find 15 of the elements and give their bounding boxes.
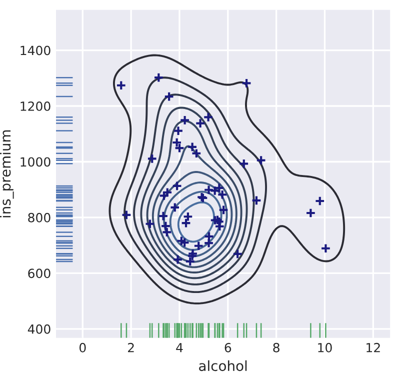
x-axis-title: alcohol xyxy=(199,360,247,372)
y-tick-label: 1200 xyxy=(20,101,50,111)
x-tick-label: 10 xyxy=(318,342,332,352)
x-tick-label: 0 xyxy=(79,342,86,352)
x-tick-label: 12 xyxy=(366,342,380,352)
y-tick-label: 800 xyxy=(28,212,50,222)
y-tick-label: 600 xyxy=(28,268,50,278)
y-axis-title: ins_premium xyxy=(0,130,14,218)
x-tick-label: 2 xyxy=(128,342,134,352)
x-tick-label: 4 xyxy=(176,343,183,352)
y-tick-label: 1400 xyxy=(20,46,50,56)
x-tick-label: 6 xyxy=(224,342,232,352)
x-tick-label: 8 xyxy=(273,342,280,352)
y-tick-label: 1000 xyxy=(20,157,50,167)
y-tick-label: 400 xyxy=(28,324,50,334)
